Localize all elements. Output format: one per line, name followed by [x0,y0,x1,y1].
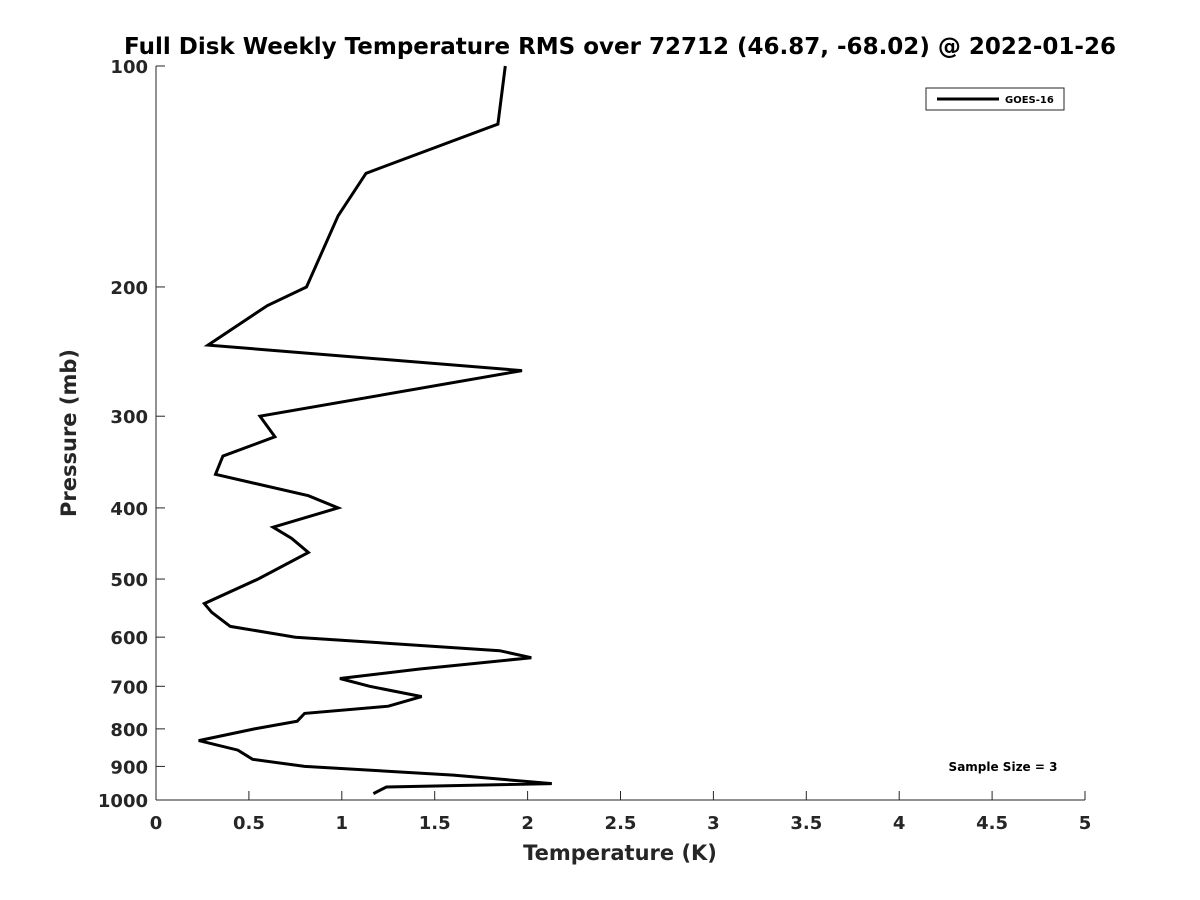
y-tick-label: 600 [110,628,148,649]
x-tick-label: 3.5 [790,813,822,834]
x-tick-label: 4.5 [976,813,1008,834]
y-tick-label: 900 [110,757,148,778]
y-ticks: 100 200 300 400 500 600 700 800 900 1000 [98,57,165,812]
x-tick-label: 1.5 [419,813,451,834]
x-tick-label: 2 [521,813,534,834]
y-axis-label: Pressure (mb) [57,349,81,517]
x-tick-label: 4 [893,813,906,834]
series-layer [198,65,552,795]
y-tick-label: 1000 [98,791,148,812]
legend: GOES-16 [925,87,1065,111]
x-tick-label: 5 [1079,813,1092,834]
sample-size-annotation: Sample Size = 3 [949,760,1058,774]
x-tick-label: 3 [707,813,720,834]
y-tick-label: 400 [110,499,148,520]
y-tick-label: 500 [110,570,148,591]
y-tick-label: 200 [110,278,148,299]
x-tick-label: 0.5 [233,813,265,834]
x-tick-label: 1 [336,813,349,834]
plot-area [155,66,1085,801]
x-ticks: 0 0.5 1 1.5 2 2.5 3 3.5 4 4.5 5 [150,791,1092,834]
x-tick-label: 0 [150,813,163,834]
series-line-goes-16 [198,65,552,795]
chart-title: Full Disk Weekly Temperature RMS over 72… [124,34,1116,60]
y-tick-label: 800 [110,720,148,741]
y-tick-label: 100 [110,57,148,78]
x-axis-label: Temperature (K) [523,841,717,865]
y-tick-label: 300 [110,407,148,428]
x-tick-label: 2.5 [605,813,637,834]
legend-label: GOES-16 [1005,95,1054,106]
y-tick-label: 700 [110,677,148,698]
